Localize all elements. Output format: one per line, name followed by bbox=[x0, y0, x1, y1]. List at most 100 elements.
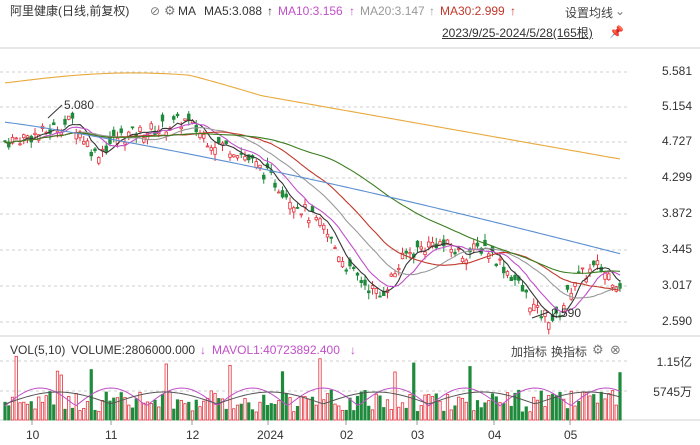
candle-body bbox=[280, 190, 285, 198]
volume-bar bbox=[378, 395, 382, 421]
candle-body bbox=[228, 153, 232, 158]
volume-bar bbox=[352, 410, 356, 421]
candle-body bbox=[577, 271, 581, 274]
volume-bar bbox=[239, 403, 243, 421]
volume-bar bbox=[18, 402, 22, 421]
ma20-arrow: ↑ bbox=[429, 4, 435, 18]
gear-icon[interactable]: ⚙ bbox=[592, 342, 604, 357]
candle-body bbox=[592, 260, 596, 266]
volume-bar bbox=[104, 391, 108, 421]
volume-bar bbox=[314, 404, 318, 421]
volume-bar bbox=[213, 392, 217, 421]
volume-bar bbox=[374, 393, 378, 421]
candle-body bbox=[562, 305, 566, 312]
volume-bar bbox=[112, 397, 116, 421]
price-tick: 3.872 bbox=[661, 206, 692, 220]
candle-body bbox=[314, 217, 318, 221]
gear-icon[interactable]: ⚙ bbox=[164, 3, 176, 18]
volume-bar bbox=[382, 407, 386, 421]
volume-bar bbox=[190, 410, 195, 421]
candle-body bbox=[322, 224, 326, 230]
volume-bar bbox=[340, 410, 345, 421]
volume-bar bbox=[359, 391, 363, 421]
candle-body bbox=[618, 283, 622, 289]
candle-body bbox=[187, 113, 191, 121]
volume-bar bbox=[157, 406, 161, 421]
candle-body bbox=[277, 191, 281, 194]
volume-bar bbox=[288, 397, 292, 421]
mavol-value: MAVOL1:40723892.400 bbox=[212, 343, 340, 357]
volume-bar bbox=[427, 394, 431, 421]
candle-body bbox=[254, 161, 258, 168]
candle-body bbox=[453, 251, 457, 255]
volume-bar bbox=[404, 407, 408, 421]
price-tick: 3.017 bbox=[661, 278, 692, 292]
add-indicator-button[interactable]: 加指标 bbox=[511, 345, 548, 359]
volume-bar bbox=[52, 404, 56, 421]
volume-bar bbox=[183, 403, 187, 421]
volume-bar bbox=[258, 401, 262, 421]
ma20-value: MA20:3.147 bbox=[360, 4, 425, 18]
volume-bar bbox=[355, 395, 360, 421]
candle-body bbox=[367, 290, 371, 294]
candle-body bbox=[74, 132, 78, 140]
pin-icon[interactable]: 📌 bbox=[609, 25, 624, 39]
volume-bar bbox=[108, 400, 112, 421]
volume-bar bbox=[513, 392, 517, 421]
candle-body bbox=[284, 193, 288, 198]
volume-bar bbox=[434, 393, 438, 421]
volume-bar bbox=[607, 393, 611, 421]
volume-bar bbox=[535, 399, 540, 421]
x-tick: 02 bbox=[340, 428, 354, 442]
change-indicator-button[interactable]: 换指标 bbox=[551, 345, 588, 359]
volume-bar bbox=[524, 406, 528, 421]
x-tick: 03 bbox=[411, 428, 425, 442]
chevron-down-icon[interactable]: ⌄ bbox=[615, 4, 626, 18]
volume-bar bbox=[400, 402, 405, 421]
volume-bar bbox=[442, 410, 446, 421]
candle-body bbox=[408, 252, 412, 255]
volume-bar bbox=[119, 392, 123, 421]
candle-body bbox=[580, 267, 585, 270]
volume-bar bbox=[273, 404, 277, 421]
volume-bar bbox=[389, 409, 393, 421]
low-arrow bbox=[531, 311, 550, 319]
date-range[interactable]: 2023/9/25-2024/5/28(165根) bbox=[442, 26, 593, 40]
volume-bar bbox=[322, 399, 326, 421]
volume-bar bbox=[412, 362, 416, 421]
volume-bar bbox=[292, 411, 296, 421]
candle-body bbox=[494, 263, 498, 266]
candle-body bbox=[532, 303, 536, 312]
price-tick: 4.727 bbox=[661, 134, 692, 148]
volume-bar bbox=[127, 404, 131, 421]
close-icon[interactable]: ⊗ bbox=[610, 342, 621, 357]
mavol1-line bbox=[4, 387, 621, 407]
volume-bar bbox=[232, 408, 236, 421]
ma60-line bbox=[4, 132, 621, 274]
ma-settings-button[interactable]: 设置均线 bbox=[565, 6, 614, 20]
ma120-line bbox=[4, 121, 621, 255]
candle-body bbox=[528, 307, 532, 313]
candle-body bbox=[33, 132, 37, 135]
vol-label: VOL(5,10) bbox=[10, 343, 66, 357]
volume-bar bbox=[363, 390, 367, 421]
price-tick: 4.299 bbox=[661, 170, 692, 184]
volume-bar bbox=[295, 406, 300, 421]
price-tick: 5.154 bbox=[661, 99, 692, 113]
volume-bar bbox=[517, 389, 521, 421]
volume-bar bbox=[29, 401, 33, 421]
eye-off-icon[interactable]: ⊘ bbox=[150, 4, 161, 18]
volume-bar bbox=[453, 405, 457, 421]
candle-body bbox=[172, 116, 176, 120]
candle-body bbox=[89, 151, 93, 157]
mavol-arrow: ↓ bbox=[350, 343, 356, 357]
price-tick: 5.581 bbox=[661, 64, 692, 78]
volume-bar bbox=[367, 405, 371, 421]
x-tick: 11 bbox=[105, 428, 118, 442]
stock-title: 阿里健康(日线,前复权) bbox=[10, 4, 130, 18]
candle-body bbox=[138, 126, 142, 132]
candle-body bbox=[374, 288, 378, 294]
candle-body bbox=[299, 213, 303, 216]
volume-bar bbox=[130, 407, 135, 421]
candle-body bbox=[183, 118, 187, 121]
